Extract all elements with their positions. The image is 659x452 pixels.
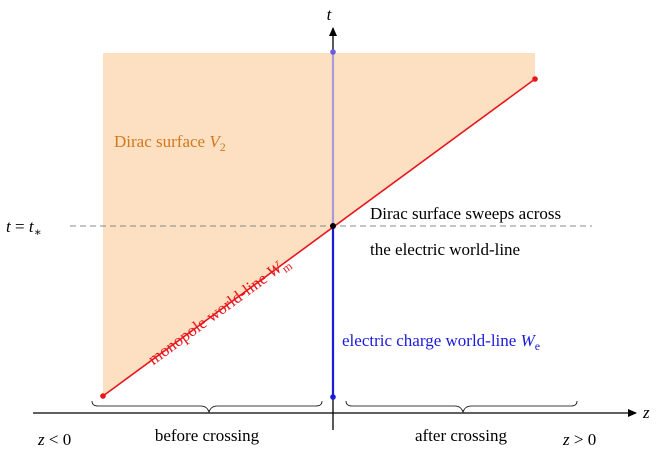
endpoint (532, 76, 538, 82)
endpoint (330, 49, 336, 55)
endpoint (330, 394, 336, 400)
before-crossing-label: before crossing (155, 426, 260, 445)
dirac-surface-label: Dirac surface V2 (114, 132, 226, 154)
z-pos-label: z > 0 (562, 430, 596, 449)
after-crossing-label: after crossing (415, 426, 508, 445)
t-axis-label: t (327, 5, 333, 24)
z-axis-label: z (642, 403, 650, 422)
sweep-line-2: the electric world-line (370, 240, 520, 259)
electric-label: electric charge world-line We (342, 331, 540, 353)
monopole-world-line (102, 78, 536, 397)
endpoint (100, 393, 106, 399)
crossing-point (330, 223, 336, 229)
dirac-surface-region (103, 53, 535, 396)
z-neg-label: z < 0 (37, 430, 71, 449)
brace (345, 400, 578, 414)
sweep-line-1: Dirac surface sweeps across (370, 204, 561, 223)
brace (91, 400, 323, 414)
t-star-label: t = t∗ (6, 217, 42, 239)
